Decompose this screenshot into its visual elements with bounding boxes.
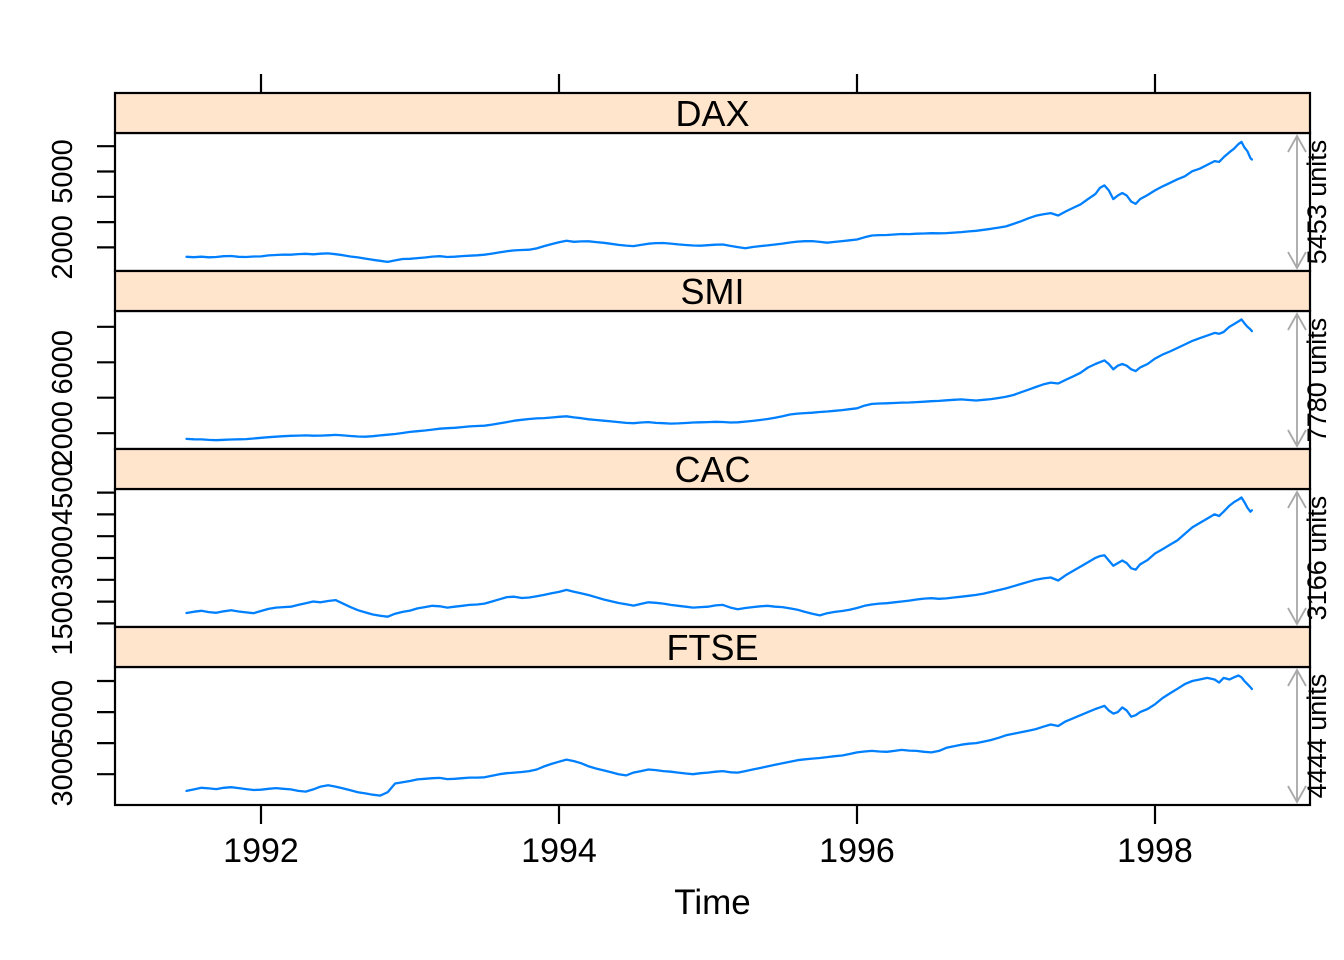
x-tick-label: 1998 [1117, 832, 1193, 870]
strip-ftse [113, 625, 1312, 669]
strip-title-smi: SMI [680, 271, 744, 312]
y-tick-label: 4500 [47, 460, 79, 525]
range-label-smi: 7780 units [1302, 318, 1332, 443]
series-line-smi [185, 318, 1254, 442]
strip-title-dax: DAX [675, 93, 749, 134]
y-tick-label: 2000 [47, 401, 79, 466]
range-arrow-head-up [1287, 312, 1307, 331]
y-tick-label: 5000 [47, 680, 79, 745]
range-arrow-head-down [1287, 607, 1307, 626]
range-arrow-head-down [1287, 251, 1307, 270]
panel-smi [113, 309, 1312, 451]
x-axis-title: Time [674, 883, 750, 922]
strip-dax [113, 91, 1312, 135]
series-line-cac [185, 496, 1254, 618]
strip-smi [113, 269, 1312, 313]
strip-title-ftse: FTSE [666, 627, 758, 668]
range-label-cac: 3166 units [1302, 496, 1332, 621]
strip-title-cac: CAC [674, 449, 750, 490]
panel-ftse [113, 665, 1312, 807]
x-tick-label: 1992 [223, 832, 299, 870]
y-tick-label: 5000 [47, 139, 79, 204]
series-line-dax [185, 140, 1254, 264]
range-arrow-head-down [1287, 429, 1307, 448]
y-tick-label: 3000 [47, 742, 79, 807]
y-tick-label: 6000 [47, 330, 79, 395]
panel-dax [113, 131, 1312, 273]
y-tick-label: 3000 [47, 526, 79, 591]
strip-cac [113, 447, 1312, 491]
range-label-dax: 5453 units [1302, 140, 1332, 265]
x-tick-label: 1996 [819, 832, 895, 870]
range-arrow-head-up [1287, 490, 1307, 509]
y-tick-label: 1500 [47, 591, 79, 656]
series-line-ftse [185, 674, 1254, 797]
range-arrow-head-up [1287, 668, 1307, 687]
x-tick-label: 1994 [521, 832, 597, 870]
panel-cac [113, 487, 1312, 629]
range-arrow-head-up [1287, 134, 1307, 153]
range-label-ftse: 4444 units [1302, 674, 1332, 799]
y-tick-label: 2000 [47, 215, 79, 280]
range-arrow-head-down [1287, 785, 1307, 804]
